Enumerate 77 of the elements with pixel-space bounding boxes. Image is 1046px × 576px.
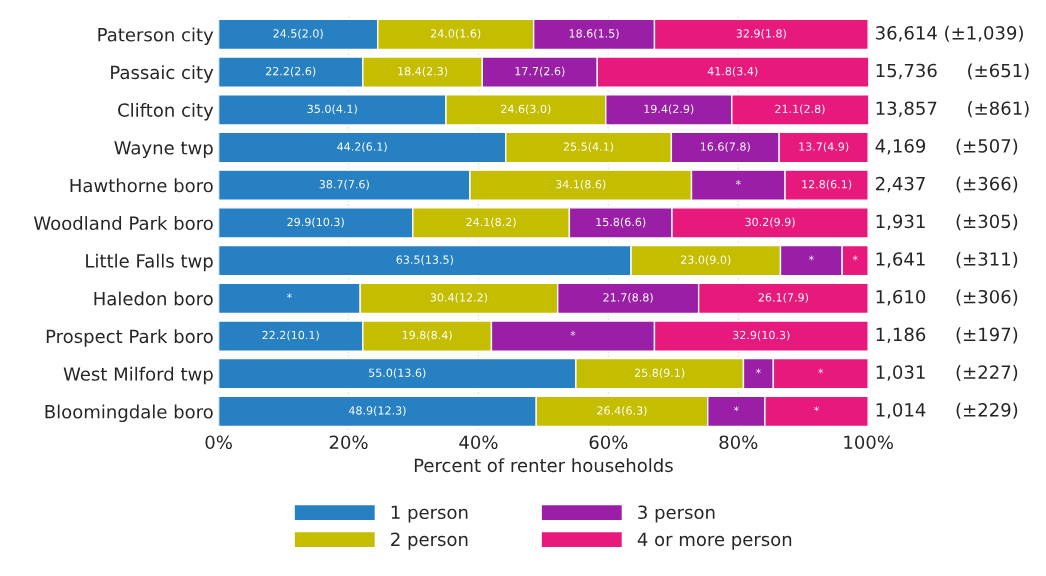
legend-label: 2 person xyxy=(391,532,468,550)
data-label: 23.0(9.0) xyxy=(681,255,731,266)
data-label: 21.1(2.8) xyxy=(775,104,825,115)
y-tick-label: Wayne twp xyxy=(114,141,213,159)
data-label: * xyxy=(570,330,576,336)
data-label: 24.0(1.6) xyxy=(430,29,481,39)
y-tick-label: Prospect Park boro xyxy=(46,329,213,347)
data-label: 30.2(9.9) xyxy=(745,217,795,228)
y-tick-label: Bloomingdale boro xyxy=(45,404,213,423)
data-label: * xyxy=(818,368,824,374)
data-label: 16.6(7.8) xyxy=(700,142,750,153)
y-tick-label: Clifton city xyxy=(118,102,214,121)
data-label: 41.8(3.4) xyxy=(707,66,758,77)
y-tick-label: Little Falls twp xyxy=(86,253,213,272)
x-tick-label: 0% xyxy=(205,435,232,450)
y-tick-label: Woodland Park boro xyxy=(33,216,213,231)
text: 1,031 (±227) xyxy=(876,365,1018,382)
data-label: 30.4(12.2) xyxy=(430,292,488,303)
text: 1,014 (±229) xyxy=(876,402,1018,419)
data-label: 32.9(10.3) xyxy=(733,330,790,341)
data-label: 48.9(12.3) xyxy=(348,406,406,416)
data-label: 34.1(8.6) xyxy=(556,179,606,190)
data-label: 29.9(10.3) xyxy=(287,217,344,228)
text: 36,614 (±1,039) xyxy=(876,25,1023,42)
x-tick-label: 80% xyxy=(719,435,758,450)
data-label: 26.4(6.3) xyxy=(597,406,647,416)
text: 13,857 (±861) xyxy=(876,101,1029,118)
data-label: 13.7(4.9) xyxy=(799,142,849,153)
text: 1,641 (±311) xyxy=(876,251,1018,268)
data-label: 18.6(1.5) xyxy=(569,29,619,39)
data-label: 25.8(9.1) xyxy=(634,368,685,379)
data-label: 44.2(6.1) xyxy=(337,142,387,153)
y-tick-label: Hawthorne boro xyxy=(70,178,213,193)
data-label: * xyxy=(286,293,292,299)
data-label: * xyxy=(735,180,741,186)
x-tick-label: 40% xyxy=(459,435,498,450)
data-label: 17.7(2.6) xyxy=(515,66,565,77)
text: 15,736 (±651) xyxy=(876,63,1029,80)
data-label: 32.9(1.8) xyxy=(736,29,786,39)
legend-label: 4 or more person xyxy=(637,532,792,550)
data-label: 19.4(2.9) xyxy=(644,104,694,115)
x-tick-label: 20% xyxy=(329,435,368,450)
data-label: 55.0(13.6) xyxy=(369,368,426,379)
data-label: * xyxy=(814,406,819,412)
data-label: 22.2(10.1) xyxy=(262,330,319,341)
data-label: 12.8(6.1) xyxy=(802,179,852,190)
data-label: 15.8(6.6) xyxy=(596,217,646,228)
text: 2,437 (±366) xyxy=(876,176,1018,193)
data-label: 18.4(2.3) xyxy=(398,66,448,77)
y-tick-label: Paterson city xyxy=(98,27,214,46)
text: 1,186 (±197) xyxy=(876,327,1018,344)
data-label: * xyxy=(808,255,814,261)
data-label: 21.7(8.8) xyxy=(603,292,653,303)
text: 1,610 (±306) xyxy=(876,289,1018,306)
data-label: * xyxy=(733,406,739,412)
data-label: 22.2(2.6) xyxy=(265,66,316,77)
data-label: 26.1(7.9) xyxy=(758,292,808,303)
y-tick-label: West Milford twp xyxy=(63,366,213,385)
x-axis-title: Percent of renter households xyxy=(414,458,673,473)
data-label: 24.1(8.2) xyxy=(466,217,516,228)
data-label: 35.0(4.1) xyxy=(307,104,357,115)
y-tick-label: Haledon boro xyxy=(94,291,213,306)
text: 4,169 (±507) xyxy=(875,138,1018,155)
data-label: * xyxy=(852,255,858,261)
text: 1,931 (±305) xyxy=(876,214,1018,231)
legend-label: 1 person xyxy=(391,505,468,523)
x-tick-label: 100% xyxy=(844,435,893,450)
data-label: 38.7(7.6) xyxy=(319,179,369,190)
data-label: 24.5(2.0) xyxy=(273,29,323,39)
data-label: 24.6(3.0) xyxy=(501,104,551,115)
data-label: 25.5(4.1) xyxy=(563,142,614,153)
legend-label: 3 person xyxy=(638,505,715,523)
data-label: 19.8(8.4) xyxy=(402,330,452,341)
data-label: * xyxy=(755,368,761,374)
x-tick-label: 60% xyxy=(589,435,628,450)
y-tick-label: Passaic city xyxy=(111,65,214,83)
data-label: 63.5(13.5) xyxy=(396,255,453,266)
